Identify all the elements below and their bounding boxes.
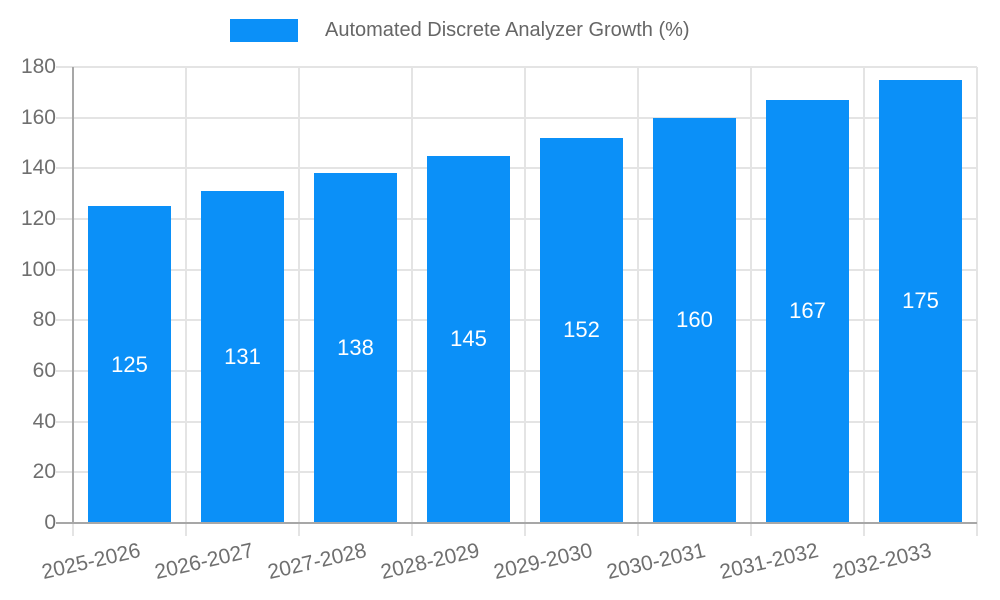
v-gridline (524, 67, 526, 536)
v-gridline (637, 67, 639, 536)
x-axis-line (56, 522, 977, 524)
h-gridline (56, 420, 977, 423)
y-axis-tick-label: 60 (32, 359, 56, 382)
x-axis-tick-label: 2025-2026 (39, 539, 143, 585)
x-axis-tick-label: 2026-2027 (152, 539, 256, 585)
bar: 145 (427, 155, 510, 523)
v-gridline (750, 67, 752, 536)
y-axis-line (72, 67, 74, 523)
y-axis-tick-label: 120 (20, 207, 56, 230)
x-axis-tick-label: 2030-2031 (604, 539, 708, 585)
bar-value-label: 160 (676, 307, 713, 333)
bar: 175 (879, 79, 962, 523)
y-axis-tick-label: 20 (32, 460, 56, 484)
y-axis-tick-label: 100 (20, 257, 56, 281)
bar: 131 (201, 191, 284, 523)
bar-value-label: 167 (789, 298, 826, 324)
x-axis-tick-label: 2032-2033 (830, 539, 934, 585)
bar-value-label: 131 (224, 344, 261, 370)
bar: 138 (314, 173, 397, 523)
y-axis-tick-label: 160 (20, 105, 56, 129)
y-axis-tick-label: 0 (44, 511, 56, 534)
bar: 152 (540, 137, 623, 523)
bar-value-label: 152 (563, 317, 600, 343)
y-axis-tick-label: 80 (32, 308, 56, 332)
h-gridline (56, 471, 977, 474)
h-gridline (56, 116, 977, 119)
v-gridline (411, 67, 413, 536)
legend-label: Automated Discrete Analyzer Growth (%) (325, 19, 690, 41)
h-gridline (56, 66, 977, 68)
h-gridline (56, 268, 977, 271)
h-gridline (56, 167, 977, 170)
x-axis-tick-label: 2029-2030 (491, 539, 595, 585)
bar: 125 (88, 206, 171, 523)
legend-swatch-icon (230, 19, 298, 42)
x-axis-tick-label: 2027-2028 (265, 539, 369, 585)
bar: 167 (766, 99, 849, 523)
y-axis-tick-label: 40 (32, 409, 56, 433)
v-gridline (298, 67, 300, 536)
bar-value-label: 175 (902, 288, 939, 314)
plot-area: 125 131 138 145 152 160 167 175 (56, 66, 978, 536)
v-gridline (863, 67, 865, 536)
x-axis-tick-label: 2031-2032 (717, 539, 821, 585)
y-axis-tick-label: 180 (20, 55, 56, 78)
v-gridline (976, 67, 978, 536)
bar: 160 (653, 117, 736, 523)
h-gridline (56, 218, 977, 220)
bar-value-label: 138 (337, 335, 374, 361)
h-gridline (56, 370, 977, 372)
bar-value-label: 125 (111, 351, 148, 377)
h-gridline (56, 319, 977, 322)
x-axis-tick-label: 2028-2029 (378, 539, 482, 585)
v-gridline (185, 67, 187, 536)
bar-value-label: 145 (450, 326, 487, 352)
y-axis-tick-label: 140 (20, 156, 56, 180)
chart-legend[interactable]: Automated Discrete Analyzer Growth (%) (230, 19, 690, 42)
